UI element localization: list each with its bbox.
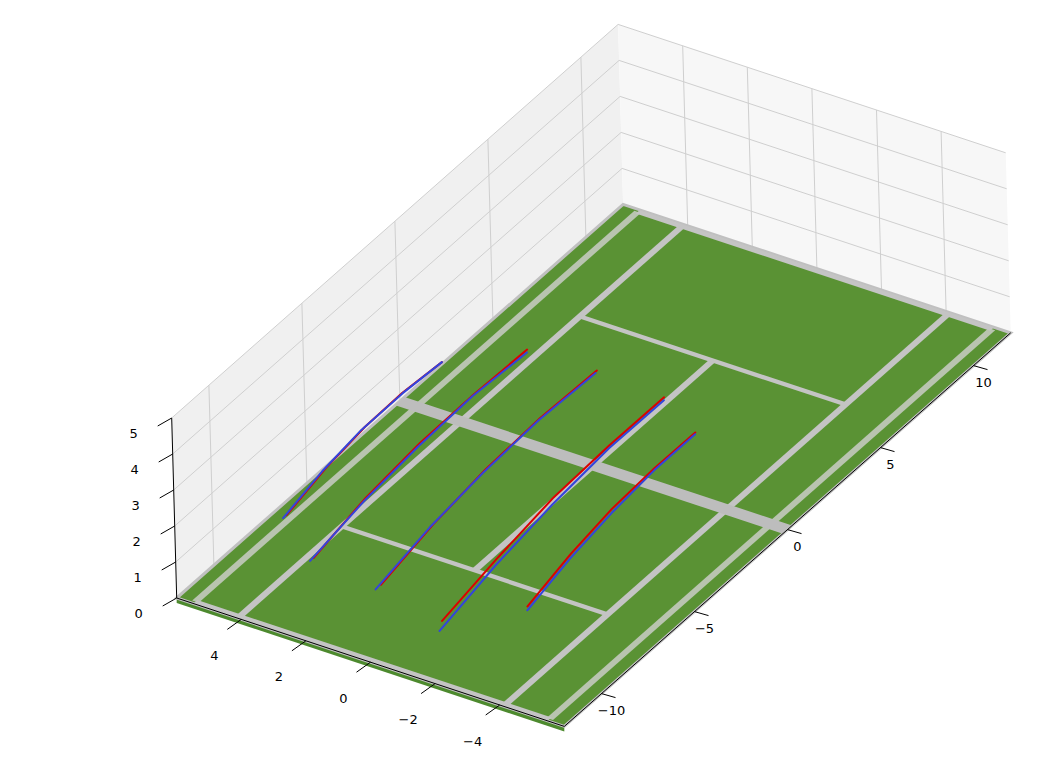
tick-label: 1	[134, 570, 142, 585]
tick-label: −4	[463, 734, 482, 749]
grid-line	[395, 221, 400, 401]
tick	[421, 684, 435, 694]
tick	[486, 705, 500, 715]
tick	[159, 454, 173, 462]
trajectory	[376, 373, 596, 589]
x-axis-line	[177, 598, 565, 726]
court-surface	[177, 204, 1011, 726]
court-line	[636, 210, 994, 331]
trajectory	[283, 362, 442, 518]
trajectory	[287, 362, 442, 515]
tick	[881, 448, 895, 452]
tick-label: 3	[132, 498, 140, 513]
tick-label: 0	[135, 606, 143, 621]
tick	[602, 694, 616, 698]
chart: −4 −2 0 2 4 −10 −5 0 5 10 0 1 2 3 4 5	[0, 0, 1056, 784]
tick	[292, 641, 306, 651]
tick-label: −10	[598, 703, 625, 718]
background	[0, 0, 1056, 784]
tick-label: 4	[210, 648, 218, 663]
tick-label: 5	[886, 457, 894, 472]
tick-label: −2	[399, 712, 418, 727]
trajectory	[440, 400, 664, 631]
tick	[163, 598, 177, 606]
y-axis-line	[564, 333, 1010, 727]
axes: −4 −2 0 2 4 −10 −5 0 5 10 0 1 2 3 4 5	[130, 333, 1011, 749]
grid-line	[209, 385, 214, 565]
trajectory	[310, 353, 527, 561]
tick	[162, 562, 176, 570]
tick	[788, 530, 802, 534]
tick-label: 2	[133, 534, 141, 549]
trajectory	[314, 350, 528, 558]
grid-line	[812, 89, 817, 269]
trajectory	[442, 397, 664, 621]
trajectories	[283, 350, 695, 631]
tick	[227, 619, 241, 629]
grid-line	[581, 57, 586, 237]
grid-line	[683, 46, 688, 226]
tick-label: 10	[975, 375, 992, 390]
trajectory	[527, 434, 695, 610]
grid-line	[941, 131, 946, 311]
trajectory	[381, 371, 597, 585]
tick	[158, 418, 172, 426]
tick	[161, 526, 175, 534]
grid-line	[488, 139, 493, 319]
net	[395, 397, 792, 534]
tick-label: 0	[339, 691, 347, 706]
grid-line	[877, 110, 882, 290]
court-line	[194, 600, 552, 721]
tick-label: 0	[793, 539, 801, 554]
z-axis-line	[172, 418, 177, 598]
court	[177, 204, 1011, 731]
tick	[974, 366, 988, 370]
grid-line	[747, 67, 752, 247]
tick	[160, 490, 174, 498]
tick-label: −5	[695, 621, 714, 636]
tick-label: 5	[130, 426, 138, 441]
tick	[695, 612, 709, 616]
grid-line	[302, 303, 307, 483]
tick-label: 2	[275, 669, 283, 684]
tick	[357, 662, 371, 672]
tick-label: 4	[131, 462, 139, 477]
